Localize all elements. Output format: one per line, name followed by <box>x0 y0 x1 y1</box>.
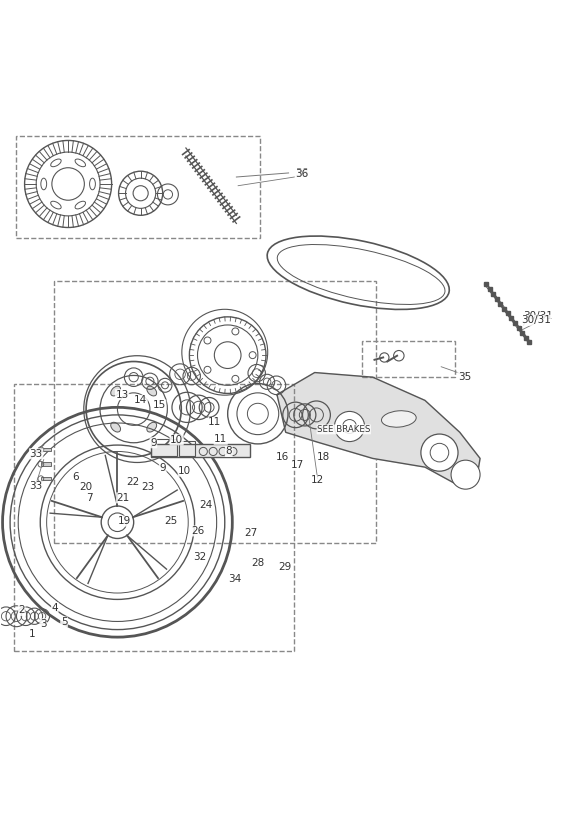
Circle shape <box>335 411 364 442</box>
Text: 19: 19 <box>118 516 131 526</box>
Circle shape <box>451 460 480 489</box>
Text: 26: 26 <box>191 526 204 536</box>
Bar <box>41 462 51 466</box>
Text: 20: 20 <box>79 482 92 493</box>
Text: 7: 7 <box>86 493 93 503</box>
Text: 14: 14 <box>134 396 147 405</box>
Text: 1: 1 <box>29 629 36 639</box>
Text: 24: 24 <box>199 500 212 510</box>
Text: 3: 3 <box>40 619 47 629</box>
Text: 12: 12 <box>311 475 324 485</box>
Bar <box>41 477 51 480</box>
Text: 2: 2 <box>19 606 25 616</box>
Text: 25: 25 <box>164 516 177 526</box>
Text: 36: 36 <box>296 169 308 179</box>
Bar <box>362 341 455 377</box>
Text: 33: 33 <box>30 449 43 459</box>
Text: 22: 22 <box>126 476 139 487</box>
Text: 11: 11 <box>214 434 227 444</box>
Ellipse shape <box>111 422 121 432</box>
Text: 29: 29 <box>278 563 291 573</box>
Text: 32: 32 <box>193 552 206 562</box>
Text: 15: 15 <box>153 400 166 410</box>
Text: SEE BRAKES: SEE BRAKES <box>317 425 370 434</box>
Text: 11: 11 <box>208 418 222 428</box>
Text: 23: 23 <box>142 482 155 493</box>
Text: 9: 9 <box>159 463 166 473</box>
Text: 27: 27 <box>244 527 258 538</box>
Text: 36: 36 <box>296 168 308 178</box>
Circle shape <box>421 434 458 471</box>
Text: 28: 28 <box>251 558 265 568</box>
Bar <box>41 448 51 452</box>
Text: 21: 21 <box>117 493 130 503</box>
Polygon shape <box>277 372 480 485</box>
Text: 34: 34 <box>228 574 241 584</box>
Text: 30/31: 30/31 <box>521 316 552 325</box>
Text: 10: 10 <box>178 466 191 476</box>
Text: 33: 33 <box>30 481 43 491</box>
Text: 4: 4 <box>51 602 58 612</box>
Text: 10: 10 <box>170 435 183 445</box>
Ellipse shape <box>147 386 157 396</box>
Text: 8: 8 <box>226 447 232 456</box>
Ellipse shape <box>381 410 416 427</box>
Ellipse shape <box>147 422 157 432</box>
Text: 6: 6 <box>72 472 79 482</box>
Bar <box>14 384 294 651</box>
Text: 16: 16 <box>276 452 289 462</box>
Text: 9: 9 <box>150 438 157 447</box>
Bar <box>54 282 375 542</box>
Text: 18: 18 <box>317 452 330 462</box>
Ellipse shape <box>111 386 121 396</box>
Bar <box>16 137 259 238</box>
Text: 13: 13 <box>115 390 129 400</box>
Bar <box>151 444 250 457</box>
Bar <box>179 441 195 456</box>
Bar <box>151 439 177 456</box>
Text: 30/31: 30/31 <box>523 311 553 321</box>
Text: 35: 35 <box>458 372 471 382</box>
Text: 17: 17 <box>291 461 304 471</box>
Text: 5: 5 <box>61 617 68 627</box>
